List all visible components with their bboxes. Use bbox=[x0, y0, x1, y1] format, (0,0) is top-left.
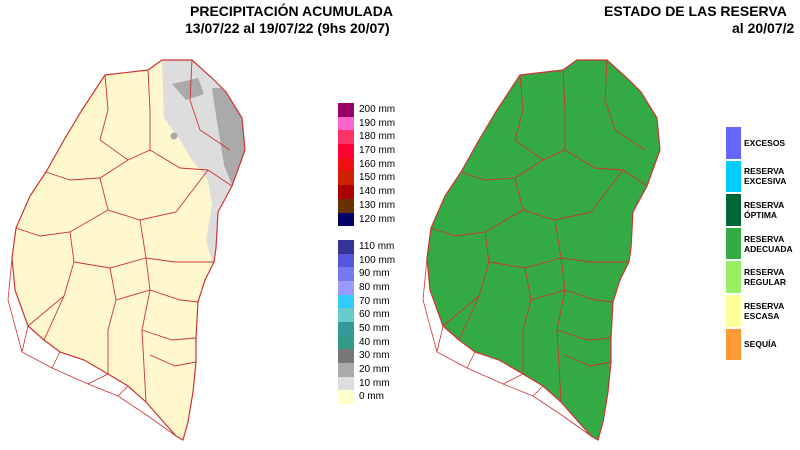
legend-label: 110 mm bbox=[359, 240, 395, 252]
legend-label: 170 mm bbox=[359, 145, 396, 157]
legend-swatch bbox=[338, 322, 354, 336]
legend-swatch bbox=[338, 185, 354, 199]
legend-swatch bbox=[726, 194, 741, 226]
legend-swatch bbox=[338, 226, 354, 240]
precip-legend-item: 120 mm bbox=[338, 212, 418, 227]
legend-label: 90 mm bbox=[359, 268, 390, 280]
precip-legend-item: 30 mm bbox=[338, 349, 418, 364]
legend-label: EXCESOS bbox=[744, 137, 786, 148]
legend-label: 100 mm bbox=[359, 254, 396, 266]
precip-legend-item: 90 mm bbox=[338, 267, 418, 281]
legend-swatch bbox=[338, 335, 354, 350]
legend-label: 160 mm bbox=[359, 158, 396, 170]
reserves-map-title: ESTADO DE LAS RESERVA bbox=[604, 3, 787, 19]
legend-swatch bbox=[726, 227, 741, 260]
precip-legend-item: 200 mm bbox=[338, 103, 418, 117]
legend-swatch bbox=[338, 294, 354, 309]
precip-legend-item: 60 mm bbox=[338, 308, 418, 322]
precipitation-map bbox=[7, 59, 246, 441]
precip-legend-item: 100 mm bbox=[338, 253, 418, 268]
legend-label: 200 mm bbox=[359, 104, 396, 115]
legend-swatch bbox=[338, 267, 354, 281]
precip-legend-item: 70 mm bbox=[338, 294, 418, 309]
precipitation-date-range: 13/07/22 al 19/07/22 (9hs 20/07) bbox=[185, 20, 390, 36]
precip-legend-item: 160 mm bbox=[338, 157, 418, 172]
legend-swatch bbox=[338, 103, 354, 117]
legend-swatch bbox=[726, 127, 741, 159]
reserve-legend-item: SEQUÍA bbox=[726, 328, 800, 362]
legend-label: RESERVA ÓPTIMA bbox=[744, 199, 784, 220]
reserve-legend-item: RESERVA EXCESIVA bbox=[726, 160, 800, 194]
legend-swatch bbox=[338, 390, 354, 405]
legend-swatch bbox=[338, 280, 354, 295]
legend-swatch bbox=[338, 130, 354, 145]
precipitation-legend: 200 mm 190 mm 180 mm 170 mm 160 mm 150 mm 140 … bbox=[338, 103, 418, 405]
legend-label: RESERVA EXCESIVA bbox=[744, 166, 787, 187]
reserve-legend-item: RESERVA REGULAR bbox=[726, 260, 800, 294]
legend-swatch bbox=[338, 253, 354, 268]
legend-label: 50 mm bbox=[359, 323, 390, 334]
legend-swatch bbox=[338, 212, 354, 227]
legend-swatch bbox=[338, 349, 354, 364]
legend-swatch bbox=[338, 144, 354, 158]
reserves-map-date: al 20/07/2 bbox=[732, 20, 795, 36]
precip-legend-item: 170 mm bbox=[338, 144, 418, 158]
precip-legend-item: 20 mm bbox=[338, 363, 418, 377]
adequate-reserve-area bbox=[427, 60, 660, 440]
legend-label: 60 mm bbox=[359, 309, 390, 321]
legend-label: 70 mm bbox=[359, 295, 390, 307]
precip-legend-item: 180 mm bbox=[338, 130, 418, 145]
precip-legend-item bbox=[338, 226, 418, 240]
legend-swatch bbox=[338, 157, 354, 172]
legend-label: 10 mm bbox=[359, 377, 390, 389]
precipitation-map-title: PRECIPITACIÓN ACUMULADA bbox=[190, 3, 393, 19]
precip-legend-item: 130 mm bbox=[338, 198, 418, 213]
precip-legend-item: 0 mm bbox=[338, 390, 418, 405]
precip-legend-item: 140 mm bbox=[338, 185, 418, 199]
precip-legend-item: 40 mm bbox=[338, 335, 418, 350]
legend-label: RESERVA ADECUADA bbox=[744, 233, 793, 254]
legend-label: 130 mm bbox=[359, 199, 396, 211]
reserves-map bbox=[422, 59, 661, 441]
legend-swatch bbox=[726, 328, 741, 361]
reserve-legend-item: RESERVA ESCASA bbox=[726, 294, 800, 328]
legend-swatch bbox=[338, 116, 354, 131]
legend-swatch bbox=[338, 308, 354, 322]
legend-swatch bbox=[338, 376, 354, 391]
legend-swatch bbox=[338, 239, 354, 254]
reserve-legend-item: RESERVA ÓPTIMA bbox=[726, 193, 800, 227]
rain-spot bbox=[170, 132, 178, 140]
legend-label: 150 mm bbox=[359, 172, 396, 184]
legend-label: 30 mm bbox=[359, 350, 390, 362]
legend-label: 140 mm bbox=[359, 186, 396, 198]
precip-legend-item: 110 mm bbox=[338, 239, 418, 254]
legend-label: SEQUÍA bbox=[744, 339, 777, 350]
legend-label: 40 mm bbox=[359, 336, 390, 348]
legend-swatch bbox=[338, 171, 354, 186]
legend-label: 20 mm bbox=[359, 364, 390, 376]
legend-label: 190 mm bbox=[359, 117, 396, 129]
legend-swatch bbox=[726, 160, 741, 193]
legend-label: 0 mm bbox=[359, 391, 384, 403]
reserves-legend: EXCESOS RESERVA EXCESIVA RESERVA ÓPTIMA RES… bbox=[726, 126, 800, 361]
legend-label: 80 mm bbox=[359, 281, 390, 293]
precip-legend-item: 150 mm bbox=[338, 171, 418, 186]
legend-label: RESERVA ESCASA bbox=[744, 300, 784, 321]
precip-legend-item: 80 mm bbox=[338, 280, 418, 295]
moderate-rain-area-north bbox=[172, 78, 204, 100]
legend-label: RESERVA REGULAR bbox=[744, 267, 787, 288]
legend-label: 180 mm bbox=[359, 131, 396, 143]
legend-swatch bbox=[726, 294, 741, 327]
reserve-legend-item: RESERVA ADECUADA bbox=[726, 227, 800, 261]
precip-legend-item: 10 mm bbox=[338, 376, 418, 391]
legend-label: 120 mm bbox=[359, 213, 396, 225]
legend-swatch bbox=[338, 363, 354, 377]
reserve-legend-item: EXCESOS bbox=[726, 126, 800, 160]
precip-legend-item: 50 mm bbox=[338, 322, 418, 336]
legend-swatch bbox=[726, 261, 741, 293]
precip-legend-item: 190 mm bbox=[338, 116, 418, 131]
legend-swatch bbox=[338, 198, 354, 213]
